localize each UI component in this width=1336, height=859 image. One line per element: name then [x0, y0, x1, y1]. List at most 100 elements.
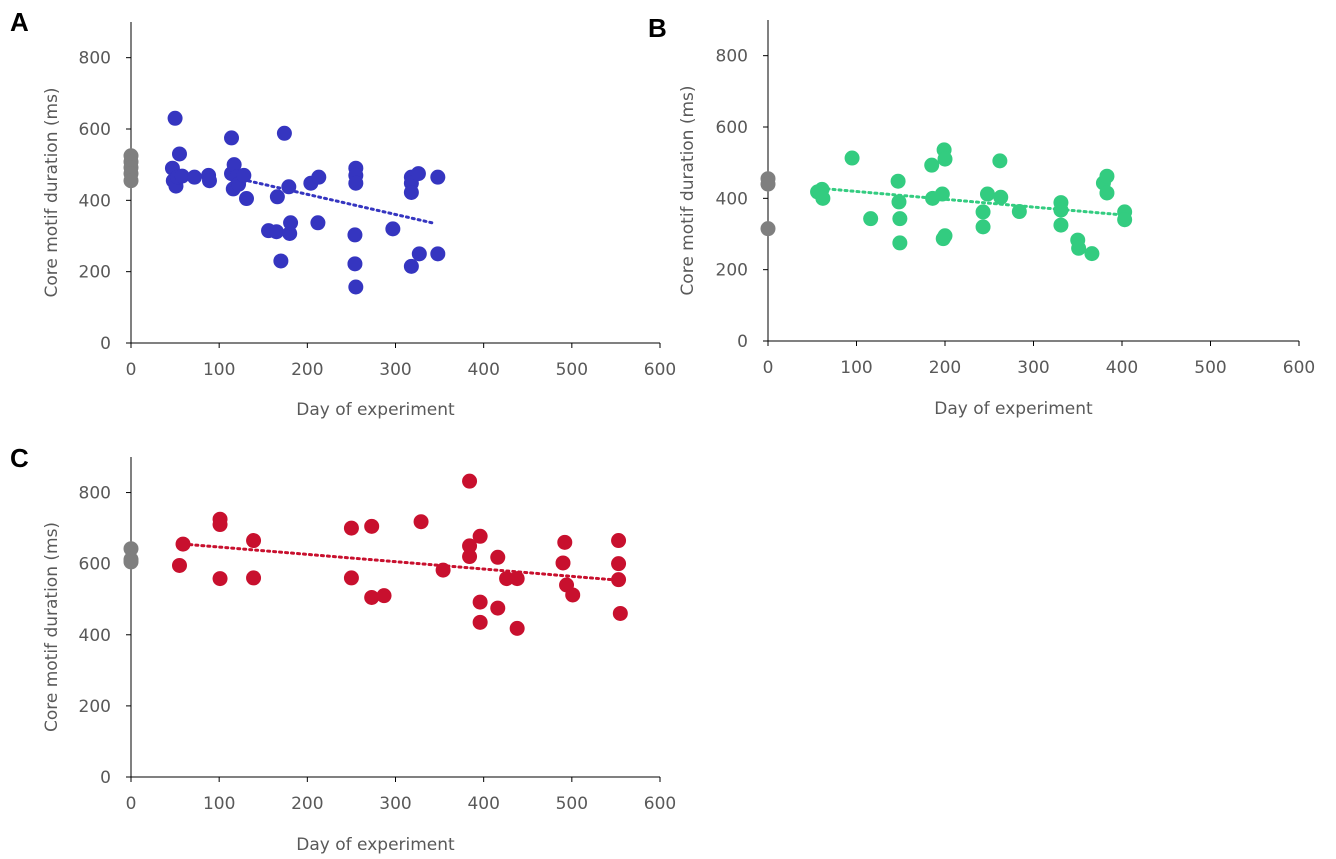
x-tick-label-200: 200 [291, 794, 323, 814]
data-point-31 [611, 572, 627, 588]
x-tick-label-300: 300 [379, 794, 411, 814]
y-tick-label-200: 200 [79, 263, 111, 283]
y-tick-label-400: 400 [79, 626, 111, 646]
panel-letter-c: C [10, 443, 29, 473]
data-point-4 [212, 571, 228, 587]
data-point-17 [975, 219, 991, 235]
data-point-40 [410, 166, 426, 182]
data-point-39 [403, 184, 419, 200]
data-point-10 [224, 130, 240, 146]
y-axis-title: Core motif duration (ms) [42, 522, 62, 732]
x-tick-label-400: 400 [467, 794, 499, 814]
x-tick-label-400: 400 [1106, 358, 1138, 378]
data-point-24 [1053, 217, 1069, 233]
data-point-41 [411, 246, 427, 262]
y-tick-label-600: 600 [79, 120, 111, 140]
data-point-13 [937, 151, 953, 167]
baseline-point-2 [760, 221, 776, 237]
x-axis-title: Day of experiment [296, 400, 455, 420]
trendline [819, 186, 1127, 217]
data-point-0 [171, 557, 187, 573]
y-tick-label-0: 0 [100, 768, 111, 788]
data-point-37 [403, 258, 419, 274]
data-point-25 [555, 555, 571, 571]
data-point-20 [490, 549, 506, 565]
data-point-17 [238, 191, 254, 207]
data-point-2 [167, 110, 183, 126]
x-tick-label-0: 0 [763, 358, 774, 378]
x-tick-label-100: 100 [840, 358, 872, 378]
y-tick-label-600: 600 [716, 118, 748, 138]
data-point-24 [509, 620, 525, 636]
data-point-32 [1117, 212, 1133, 228]
data-point-13 [435, 562, 451, 578]
x-tick-label-600: 600 [644, 360, 676, 380]
x-tick-label-0: 0 [126, 794, 137, 814]
y-tick-label-0: 0 [100, 334, 111, 354]
x-tick-label-0: 0 [126, 360, 137, 380]
data-point-7 [892, 211, 908, 227]
data-point-3 [844, 150, 860, 166]
data-point-5 [890, 173, 906, 189]
data-point-10 [364, 589, 380, 605]
data-point-1 [175, 536, 191, 552]
data-point-29 [1099, 168, 1115, 184]
data-point-21 [490, 600, 506, 616]
data-point-24 [282, 226, 298, 242]
data-point-14 [462, 473, 478, 489]
data-point-21 [1011, 204, 1027, 220]
data-point-15 [462, 538, 478, 554]
y-axis-title: Core motif duration (ms) [42, 87, 62, 297]
y-tick-label-800: 800 [79, 49, 111, 69]
data-point-23 [509, 571, 525, 587]
data-point-30 [1099, 185, 1115, 201]
x-tick-label-500: 500 [556, 360, 588, 380]
x-axis-title: Day of experiment [934, 399, 1093, 419]
data-point-9 [364, 518, 380, 534]
data-point-20 [993, 189, 1009, 205]
data-point-12 [413, 514, 429, 530]
data-point-21 [273, 253, 289, 269]
data-point-13 [226, 157, 242, 173]
panel-letter-b: B [648, 13, 667, 43]
data-point-8 [892, 235, 908, 251]
panel-b: B 0 100 200 300 400 500 600 0 200 400 600 800 Day of … [648, 13, 1315, 419]
data-point-26 [1071, 240, 1087, 256]
x-tick-label-300: 300 [379, 360, 411, 380]
data-point-18 [472, 594, 488, 610]
panel-a: A 0 100 200 300 400 500 600 0 200 400 600 800 Day of … [10, 7, 676, 420]
data-point-9 [201, 173, 217, 189]
baseline-point-2 [123, 554, 139, 570]
data-point-29 [347, 227, 363, 243]
data-point-27 [1084, 246, 1100, 262]
trendline [235, 176, 437, 226]
data-point-19 [992, 153, 1008, 169]
data-point-6 [246, 570, 262, 586]
data-point-6 [174, 168, 190, 184]
y-tick-label-800: 800 [79, 484, 111, 504]
data-point-11 [376, 588, 392, 604]
data-point-16 [462, 549, 478, 565]
baseline-point-1 [760, 176, 776, 192]
data-point-7 [186, 169, 202, 185]
data-point-16 [975, 204, 991, 220]
y-tick-label-200: 200 [716, 261, 748, 281]
y-axis-title: Core motif duration (ms) [678, 85, 698, 295]
data-point-28 [565, 587, 581, 603]
data-point-34 [348, 175, 364, 191]
baseline-point-4 [123, 173, 139, 189]
data-point-11 [934, 186, 950, 202]
baseline-point-0 [123, 541, 139, 557]
data-point-30 [611, 556, 627, 572]
data-point-28 [311, 169, 327, 185]
panel-c: C 0 100 200 300 400 500 600 0 200 400 600 800 Day of … [10, 443, 676, 855]
data-point-22 [499, 571, 515, 587]
y-tick-label-600: 600 [79, 555, 111, 575]
data-point-29 [611, 533, 627, 549]
panel-letter-a: A [10, 7, 29, 37]
x-tick-label-100: 100 [203, 794, 235, 814]
data-point-6 [891, 194, 907, 210]
data-point-32 [612, 605, 628, 621]
x-tick-label-500: 500 [556, 794, 588, 814]
